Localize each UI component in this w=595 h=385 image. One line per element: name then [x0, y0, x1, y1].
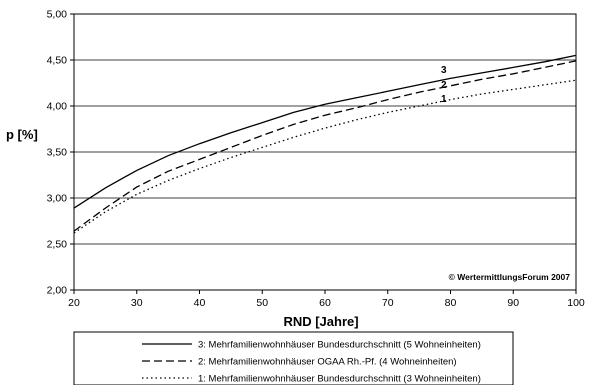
x-tick-label: 100	[567, 297, 585, 309]
x-tick-label: 60	[319, 297, 331, 309]
legend-label-3: 3: Mehrfamilienwohnhäuser Bundesdurchsch…	[198, 340, 481, 351]
grid	[74, 13, 576, 245]
y-axis-title: p [%]	[6, 127, 38, 142]
legend-box	[73, 331, 514, 385]
series-line-2	[73, 60, 577, 232]
y-tick-label: 4,50	[47, 55, 68, 67]
curve-label-3: 3	[441, 65, 447, 76]
y-tick-label: 4,00	[47, 101, 68, 113]
legend-label-1: 1: Mehrfamilienwohnhäuser Bundesdurchsch…	[198, 374, 481, 385]
x-tick-label: 30	[131, 297, 143, 309]
y-tick-label: 3,50	[47, 147, 68, 159]
series-line-1	[73, 79, 577, 234]
x-tick-label: 90	[507, 297, 519, 309]
curve-labels: 3 2 1	[441, 65, 447, 105]
y-axis-ticks: 2,00 2,50 3,00 3,50 4,00 4,50 5,00	[47, 9, 74, 297]
y-tick-label: 5,00	[47, 9, 68, 21]
series-group	[73, 54, 577, 234]
x-axis-title: RND [Jahre]	[283, 314, 358, 329]
x-tick-label: 50	[256, 297, 268, 309]
copyright-annotation: © WertermittlungsForum 2007	[449, 272, 571, 282]
y-tick-label: 3,00	[47, 193, 68, 205]
legend-label-2: 2: Mehrfamilienwohnhäuser OGAA Rh.-Pf. (…	[198, 357, 457, 368]
x-axis-ticks: 20 30 40 50 60 70 80 90 100	[68, 290, 585, 309]
x-tick-label: 20	[68, 297, 80, 309]
curve-label-1: 1	[441, 94, 447, 105]
x-tick-label: 80	[445, 297, 457, 309]
y-tick-label: 2,50	[47, 239, 68, 251]
x-tick-label: 40	[194, 297, 206, 309]
legend: 3: Mehrfamilienwohnhäuser Bundesdurchsch…	[73, 331, 514, 385]
x-tick-label: 70	[382, 297, 394, 309]
curve-label-2: 2	[441, 80, 447, 91]
series-line-3	[73, 54, 577, 209]
y-tick-label: 2,00	[47, 285, 68, 297]
